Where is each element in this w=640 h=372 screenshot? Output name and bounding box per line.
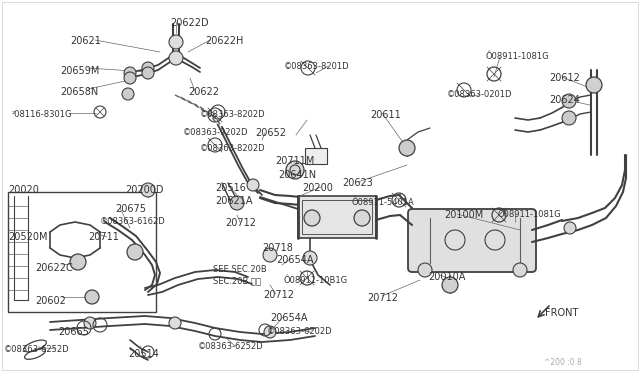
Text: 20516: 20516	[215, 183, 246, 193]
Bar	[302, 200, 372, 234]
Circle shape	[354, 210, 370, 226]
Circle shape	[127, 244, 143, 260]
Circle shape	[230, 196, 244, 210]
FancyBboxPatch shape	[408, 209, 536, 272]
Circle shape	[247, 179, 259, 191]
Text: ©08363-6252D: ©08363-6252D	[198, 342, 264, 351]
Circle shape	[142, 67, 154, 79]
Circle shape	[303, 251, 317, 265]
Text: Ô08911-5401A: Ô08911-5401A	[352, 198, 415, 207]
Circle shape	[169, 317, 181, 329]
Text: ©08363-8202D: ©08363-8202D	[200, 144, 266, 153]
Circle shape	[142, 62, 154, 74]
Circle shape	[264, 326, 276, 338]
Text: ©08363-9202D: ©08363-9202D	[183, 128, 248, 137]
Text: 20712: 20712	[225, 218, 256, 228]
Text: 20654A: 20654A	[270, 313, 307, 323]
Circle shape	[141, 183, 155, 197]
Text: Ô08911-10B1G: Ô08911-10B1G	[283, 276, 347, 285]
Text: 20712: 20712	[263, 290, 294, 300]
Text: 20020: 20020	[8, 185, 39, 195]
Text: 20665: 20665	[58, 327, 89, 337]
Text: ²08116-8301G: ²08116-8301G	[12, 110, 72, 119]
Text: 20100M: 20100M	[444, 210, 483, 220]
Text: 20641N: 20641N	[278, 170, 316, 180]
Circle shape	[562, 111, 576, 125]
Circle shape	[70, 254, 86, 270]
Text: 20200: 20200	[302, 183, 333, 193]
Text: ®08363-6162D: ®08363-6162D	[100, 217, 166, 226]
Text: 20612: 20612	[549, 73, 580, 83]
Circle shape	[124, 72, 136, 84]
Text: 20622H: 20622H	[205, 36, 243, 46]
Text: 20712: 20712	[367, 293, 398, 303]
Circle shape	[562, 94, 576, 108]
Circle shape	[84, 317, 96, 329]
Circle shape	[442, 277, 458, 293]
Text: ©08363-8202D: ©08363-8202D	[200, 110, 266, 119]
Circle shape	[169, 35, 183, 49]
Circle shape	[263, 248, 277, 262]
Text: 20659M: 20659M	[60, 66, 99, 76]
Text: 20621: 20621	[70, 36, 101, 46]
Circle shape	[169, 51, 183, 65]
Text: 20675: 20675	[115, 204, 146, 214]
Circle shape	[399, 140, 415, 156]
Text: 20514: 20514	[128, 349, 159, 359]
Circle shape	[564, 222, 576, 234]
Text: 20658N: 20658N	[60, 87, 99, 97]
Circle shape	[418, 263, 432, 277]
Text: 20711M: 20711M	[275, 156, 314, 166]
Bar	[298, 196, 376, 238]
Text: 20602: 20602	[35, 296, 66, 306]
Text: 20624: 20624	[549, 95, 580, 105]
Text: ©08363-6202D: ©08363-6202D	[267, 327, 333, 336]
Text: 20623: 20623	[342, 178, 373, 188]
Text: ©08363-0201D: ©08363-0201D	[447, 90, 513, 99]
Bar	[305, 148, 327, 164]
Circle shape	[85, 290, 99, 304]
Text: 20654A: 20654A	[276, 255, 314, 265]
Text: SEE SEC.20B: SEE SEC.20B	[213, 265, 267, 274]
Text: Ô08911-1081G: Ô08911-1081G	[498, 210, 562, 219]
Text: 20621A: 20621A	[215, 196, 253, 206]
Text: 20200D: 20200D	[125, 185, 163, 195]
Text: Ô08911-1081G: Ô08911-1081G	[485, 52, 548, 61]
Text: 20520M: 20520M	[8, 232, 47, 242]
Circle shape	[122, 88, 134, 100]
Bar	[8, 192, 156, 312]
Text: ©08363-6252D: ©08363-6252D	[4, 345, 70, 354]
Text: 20652: 20652	[255, 128, 286, 138]
Text: 20718: 20718	[262, 243, 293, 253]
Circle shape	[286, 161, 304, 179]
Text: 20711: 20711	[88, 232, 119, 242]
Text: 20611: 20611	[370, 110, 401, 120]
Text: 20622: 20622	[188, 87, 219, 97]
Text: ^200 :0 8: ^200 :0 8	[544, 358, 582, 367]
Text: 20622C: 20622C	[35, 263, 73, 273]
Text: 20622D: 20622D	[170, 18, 209, 28]
Text: 20010A: 20010A	[428, 272, 465, 282]
Circle shape	[586, 77, 602, 93]
Text: SEC.20B 制品: SEC.20B 制品	[213, 276, 261, 285]
Text: FRONT: FRONT	[545, 308, 579, 318]
Circle shape	[513, 263, 527, 277]
Circle shape	[304, 210, 320, 226]
Circle shape	[124, 67, 136, 79]
Text: ©08363-8201D: ©08363-8201D	[284, 62, 349, 71]
